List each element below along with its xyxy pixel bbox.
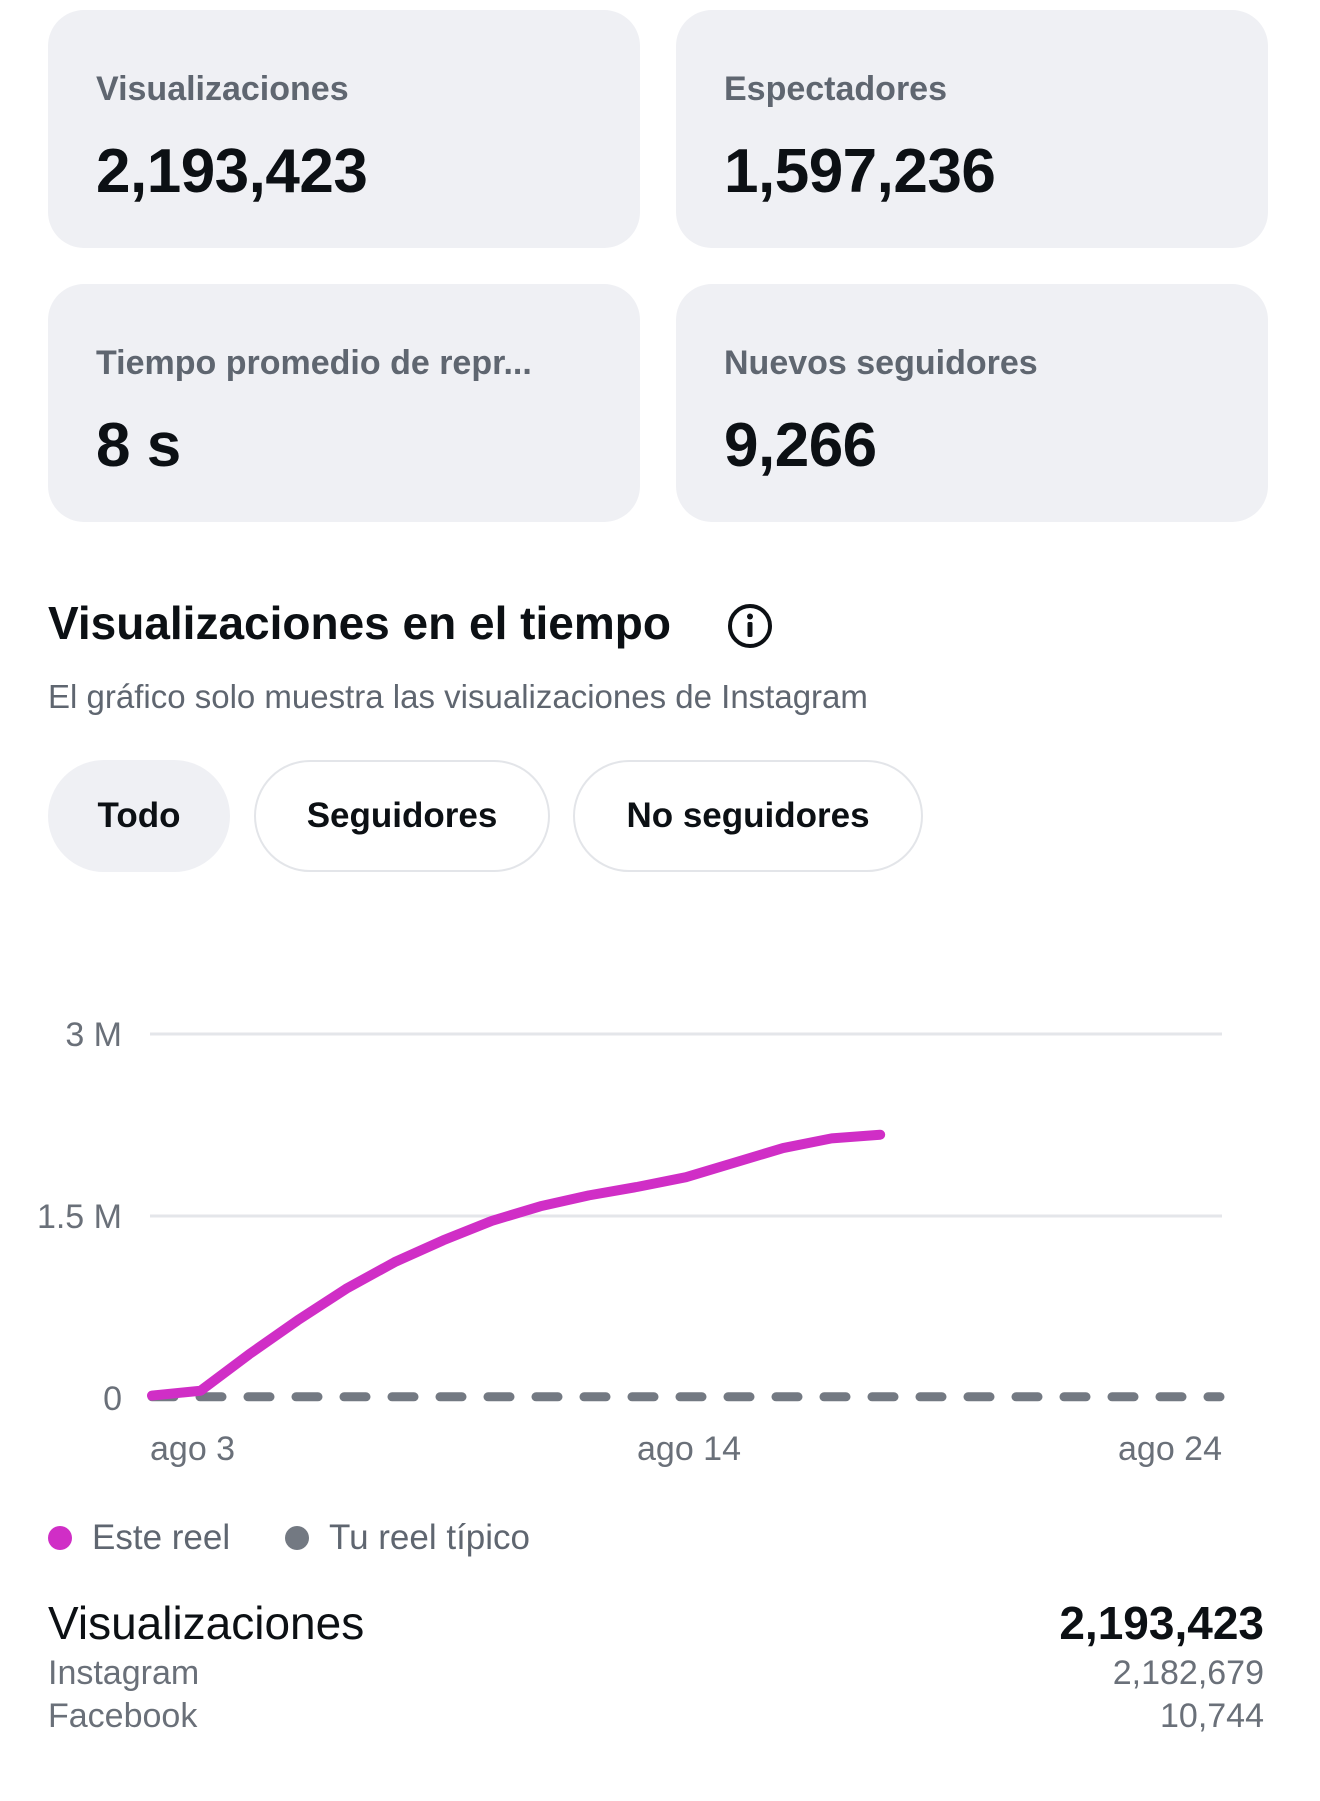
watch-time-card[interactable]: Tiempo promedio de repr... 8 s <box>48 284 640 522</box>
legend-label-typical-reel: Tu reel típico <box>329 1518 531 1557</box>
instagram-value: 2,182,679 <box>1112 1654 1264 1692</box>
views-over-time-chart: 3 M 1.5 M 0 ago 3 ago 14 ago 24 <box>37 1016 1225 1468</box>
new-followers-value: 9,266 <box>724 411 877 480</box>
section-title: Visualizaciones en el tiempo <box>48 597 671 649</box>
watch-time-value: 8 s <box>96 411 181 480</box>
new-followers-label: Nuevos seguidores <box>724 344 1038 382</box>
filter-non-followers-button[interactable]: No seguidores <box>573 760 923 872</box>
y-tick-label: 0 <box>103 1380 122 1418</box>
viewers-card[interactable]: Espectadores 1,597,236 <box>676 10 1268 248</box>
facebook-row: Facebook 10,744 <box>48 1697 1264 1736</box>
views-label: Visualizaciones <box>96 70 349 108</box>
totals-label: Visualizaciones <box>48 1597 365 1649</box>
totals-row: Visualizaciones 2,193,423 <box>48 1596 1264 1650</box>
instagram-row: Instagram 2,182,679 <box>48 1654 1264 1693</box>
series-line-this-reel <box>147 1129 886 1401</box>
filter-all-button[interactable]: Todo <box>48 760 230 872</box>
facebook-value: 10,744 <box>1160 1697 1264 1735</box>
new-followers-card[interactable]: Nuevos seguidores 9,266 <box>676 284 1268 522</box>
section-subtitle: El gráfico solo muestra las visualizacio… <box>48 678 868 715</box>
views-card[interactable]: Visualizaciones 2,193,423 <box>48 10 640 248</box>
watch-time-label: Tiempo promedio de repr... <box>96 344 532 382</box>
info-icon[interactable] <box>726 602 774 650</box>
x-tick-label: ago 3 <box>150 1430 235 1468</box>
y-tick-label: 3 M <box>65 1016 122 1054</box>
legend-item-this-reel: Este reel <box>48 1518 230 1558</box>
legend-dot-typical-reel <box>285 1526 309 1550</box>
legend-item-typical-reel: Tu reel típico <box>285 1518 530 1558</box>
y-tick-label: 1.5 M <box>37 1198 122 1236</box>
viewers-value: 1,597,236 <box>724 137 996 206</box>
viewers-label: Espectadores <box>724 70 947 108</box>
legend-dot-this-reel <box>48 1526 72 1550</box>
filter-followers-button[interactable]: Seguidores <box>254 760 550 872</box>
facebook-label: Facebook <box>48 1697 198 1735</box>
legend-label-this-reel: Este reel <box>92 1518 231 1557</box>
x-tick-label: ago 24 <box>1118 1430 1222 1468</box>
instagram-label: Instagram <box>48 1654 200 1692</box>
views-value: 2,193,423 <box>96 137 368 206</box>
x-tick-label: ago 14 <box>637 1430 741 1468</box>
totals-value: 2,193,423 <box>1059 1597 1264 1649</box>
